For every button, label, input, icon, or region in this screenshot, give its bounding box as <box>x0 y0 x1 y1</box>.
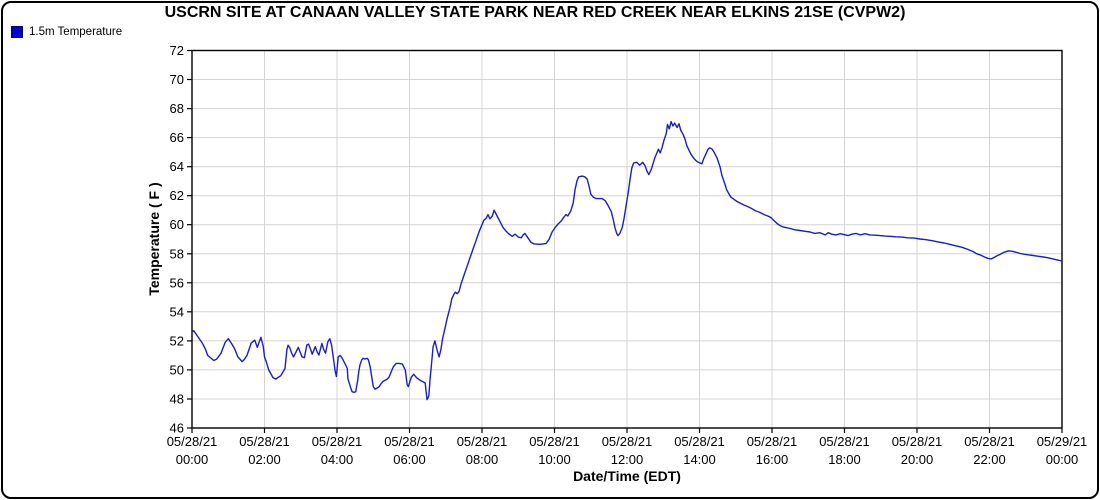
x-tick-label-date: 05/28/21 <box>674 434 725 449</box>
y-tick-label: 64 <box>170 159 184 174</box>
temperature-series-line <box>191 120 1063 401</box>
legend-swatch-icon <box>11 25 23 38</box>
x-tick-label-time: 16:00 <box>756 452 789 467</box>
legend: 1.5m Temperature <box>11 25 122 38</box>
chart-title: USCRN SITE AT CANAAN VALLEY STATE PARK N… <box>164 4 906 21</box>
x-tick-label-date: 05/29/21 <box>1037 434 1088 449</box>
y-tick-label: 58 <box>170 246 184 261</box>
y-tick-label: 66 <box>170 130 184 145</box>
y-tick-label: 72 <box>170 43 184 58</box>
y-tick-label: 60 <box>170 217 184 232</box>
x-tick-label-time: 06:00 <box>393 452 426 467</box>
x-axis-title: Date/Time (EDT) <box>573 468 681 484</box>
x-tick-label-time: 22:00 <box>973 452 1006 467</box>
y-tick-label: 48 <box>170 392 184 407</box>
x-tick-label-time: 08:00 <box>466 452 499 467</box>
y-tick-label: 54 <box>170 304 184 319</box>
x-tick-label-date: 05/28/21 <box>819 434 870 449</box>
x-tick-label-time: 00:00 <box>1046 452 1079 467</box>
x-tick-label-date: 05/28/21 <box>602 434 653 449</box>
x-tick-label-time: 14:00 <box>683 452 716 467</box>
x-tick-label-time: 00:00 <box>176 452 209 467</box>
x-tick-label-date: 05/28/21 <box>457 434 508 449</box>
y-tick-label: 56 <box>170 275 184 290</box>
x-tick-label-time: 10:00 <box>538 452 571 467</box>
legend-label: 1.5m Temperature <box>29 25 123 38</box>
x-tick-label-time: 04:00 <box>321 452 354 467</box>
y-tick-label: 50 <box>170 362 184 377</box>
x-tick-label-time: 02:00 <box>248 452 281 467</box>
y-tick-label: 62 <box>170 188 184 203</box>
x-tick-label-date: 05/28/21 <box>167 434 218 449</box>
x-tick-label-time: 12:00 <box>611 452 644 467</box>
x-tick-label-date: 05/28/21 <box>747 434 798 449</box>
y-tick-label: 70 <box>170 72 184 87</box>
x-tick-label-date: 05/28/21 <box>239 434 290 449</box>
x-tick-label-date: 05/28/21 <box>964 434 1015 449</box>
x-tick-label-time: 20:00 <box>901 452 934 467</box>
x-tick-label-date: 05/28/21 <box>892 434 943 449</box>
y-tick-label: 46 <box>170 421 184 436</box>
y-tick-label: 68 <box>170 101 184 116</box>
x-tick-label-time: 18:00 <box>828 452 861 467</box>
x-tick-label-date: 05/28/21 <box>529 434 580 449</box>
x-tick-label-date: 05/28/21 <box>312 434 363 449</box>
x-tick-label-date: 05/28/21 <box>384 434 435 449</box>
y-tick-label: 52 <box>170 333 184 348</box>
